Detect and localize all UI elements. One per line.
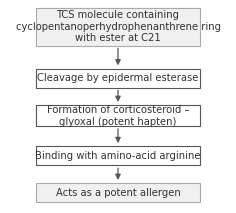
Text: Binding with amino-acid arginine: Binding with amino-acid arginine [35,151,201,161]
FancyBboxPatch shape [36,69,200,88]
FancyBboxPatch shape [36,8,200,46]
Text: Cleavage by epidermal esterase: Cleavage by epidermal esterase [37,73,199,83]
FancyBboxPatch shape [36,147,200,165]
FancyBboxPatch shape [36,105,200,127]
Text: Acts as a potent allergen: Acts as a potent allergen [56,188,180,198]
Text: TCS molecule containing
cyclopentanoperhydrophenanthrene ring
with ester at C21: TCS molecule containing cyclopentanoperh… [16,10,220,43]
FancyBboxPatch shape [36,183,200,202]
Text: Formation of corticosteroid –
glyoxal (potent hapten): Formation of corticosteroid – glyoxal (p… [47,105,189,127]
